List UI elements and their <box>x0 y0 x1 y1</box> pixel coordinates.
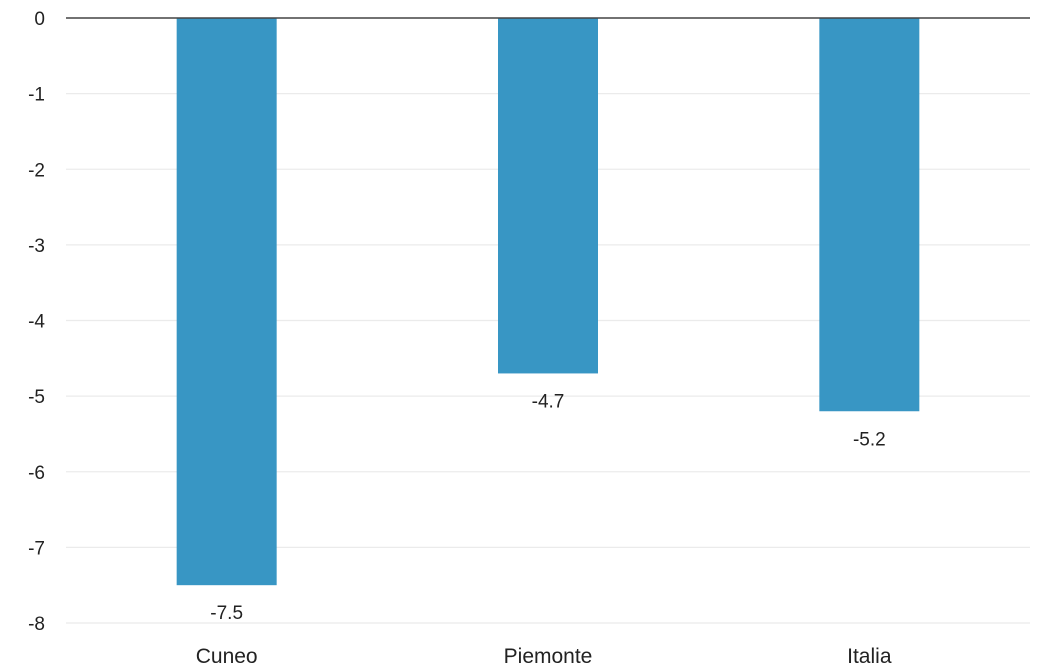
y-tick-label: -2 <box>28 160 45 181</box>
y-tick-label: -1 <box>28 85 45 106</box>
y-axis-tick-labels: 0 -1 -2 -3 -4 -5 -6 -7 -8 <box>28 9 45 635</box>
bar-value-label: -5.2 <box>853 429 886 450</box>
y-tick-label: -6 <box>28 463 45 484</box>
y-tick-label: -3 <box>28 236 45 257</box>
y-tick-label: -7 <box>28 538 45 559</box>
bar-cuneo <box>177 18 277 585</box>
x-axis-category-labels: Cuneo Piemonte Italia <box>196 645 892 668</box>
bar-value-label: -4.7 <box>532 391 565 412</box>
y-tick-label: -8 <box>28 614 45 635</box>
y-tick-label: -5 <box>28 387 45 408</box>
y-tick-label: -4 <box>28 312 45 333</box>
x-category-label: Cuneo <box>196 645 258 668</box>
x-category-label: Piemonte <box>504 645 593 668</box>
x-category-label: Italia <box>847 645 892 668</box>
bar-value-label: -7.5 <box>210 603 243 624</box>
bar-piemonte <box>498 18 598 373</box>
bar-italia <box>819 18 919 411</box>
bars <box>177 18 920 585</box>
y-tick-label: 0 <box>34 9 45 30</box>
bar-value-labels: -7.5 -4.7 -5.2 <box>210 391 885 624</box>
